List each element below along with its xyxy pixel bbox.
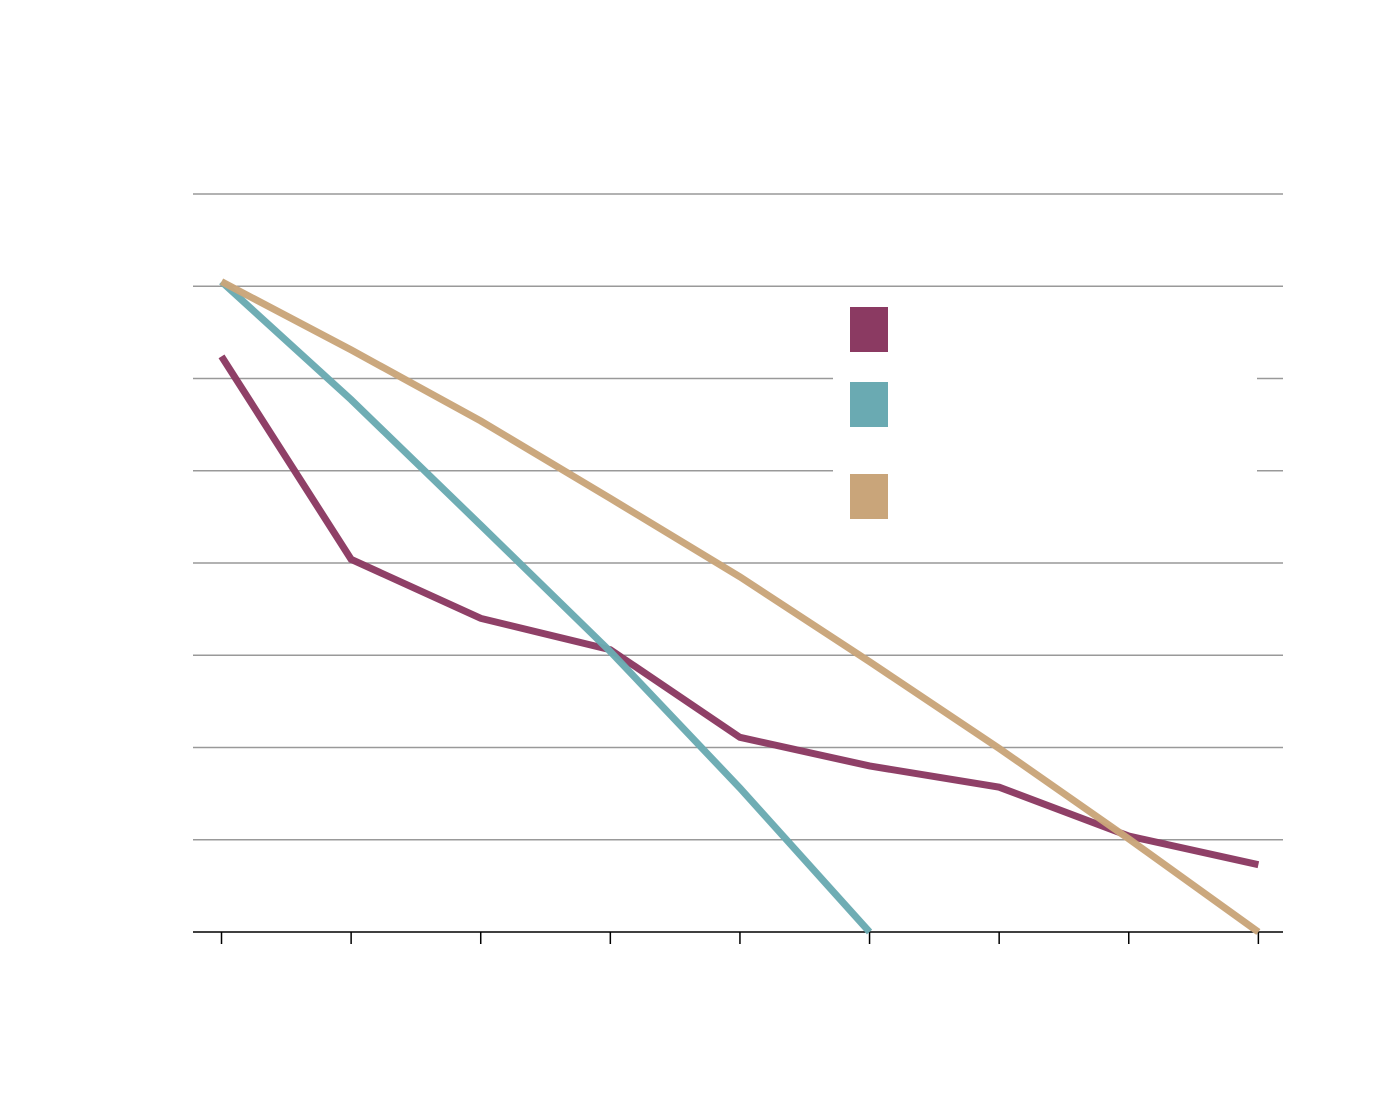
legend-swatch	[850, 474, 888, 519]
legend-swatch	[850, 307, 888, 352]
data-line	[219, 279, 873, 935]
legend	[833, 290, 1257, 535]
data-line	[218, 354, 1260, 869]
legend-swatch	[850, 382, 888, 427]
data-line	[219, 278, 1261, 935]
